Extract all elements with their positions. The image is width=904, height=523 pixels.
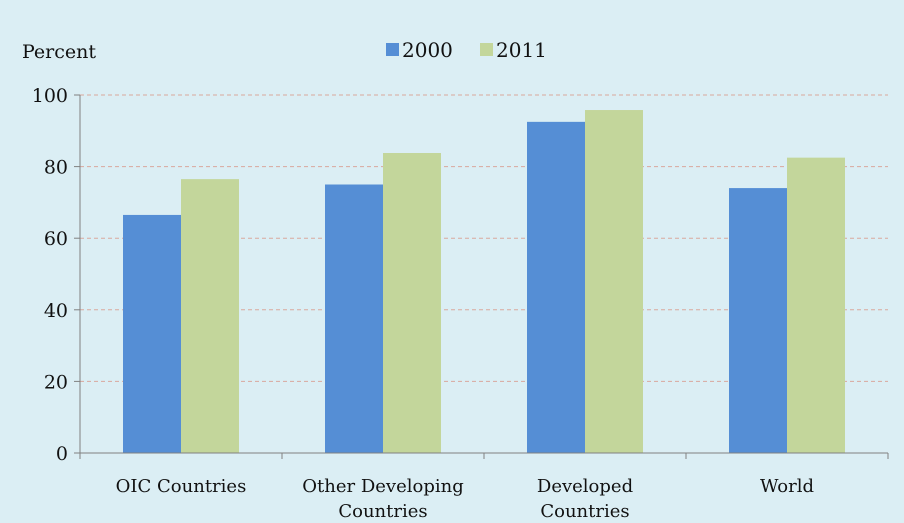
bar-2000 xyxy=(123,214,181,453)
x-category-label: OIC Countries xyxy=(116,476,247,497)
bar-2000 xyxy=(325,184,383,453)
y-axis-title: Percent xyxy=(22,41,96,63)
legend-swatch-2011 xyxy=(480,43,493,56)
bar-2011 xyxy=(787,157,845,453)
legend-label-2000: 2000 xyxy=(402,38,453,62)
bar-2000 xyxy=(729,188,787,453)
y-tick-label: 0 xyxy=(56,443,68,465)
legend: 2000 2011 xyxy=(386,38,547,62)
bar-2011 xyxy=(585,110,643,453)
x-category-label: Developed xyxy=(537,476,633,497)
bar-2011 xyxy=(383,152,441,453)
x-category-label: Other Developing xyxy=(302,476,463,497)
y-tick-label: 40 xyxy=(44,300,68,322)
legend-swatch-2000 xyxy=(386,43,399,56)
y-tick-label: 100 xyxy=(32,85,68,107)
x-category-label: Countries xyxy=(540,501,629,522)
bar-2011 xyxy=(181,179,239,453)
y-tick-label: 80 xyxy=(44,157,68,179)
y-tick-label: 20 xyxy=(44,371,68,393)
y-tick-label: 60 xyxy=(44,228,68,250)
bar-2000 xyxy=(527,121,585,453)
x-category-label: Countries xyxy=(338,501,427,522)
legend-label-2011: 2011 xyxy=(496,38,547,62)
x-category-label: World xyxy=(760,476,814,497)
